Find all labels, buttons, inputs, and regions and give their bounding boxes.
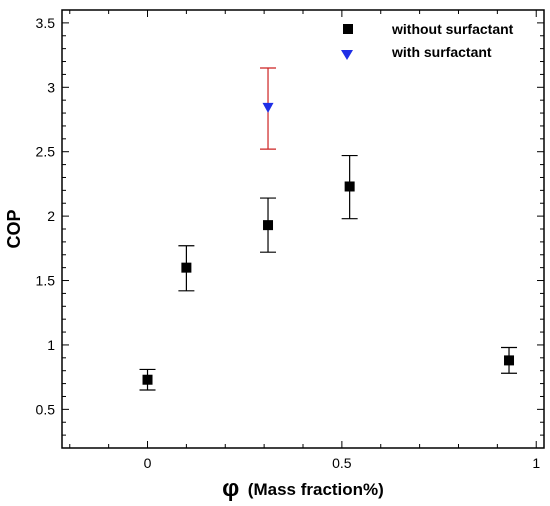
x-tick-label: 0.5 (332, 455, 352, 471)
y-tick-label: 1 (47, 337, 55, 353)
y-tick-label: 1.5 (36, 273, 56, 289)
x-axis-title-symbol: φ (222, 475, 239, 502)
y-tick-label: 2.5 (36, 144, 56, 160)
data-point-square (263, 220, 274, 231)
legend-square-marker (343, 24, 353, 34)
y-tick-label: 0.5 (36, 401, 56, 417)
data-point-square (142, 374, 153, 385)
error-bars (139, 67, 518, 391)
x-tick-label: 1 (532, 455, 540, 471)
x-axis-title: φ (Mass fraction%) (222, 475, 384, 502)
y-axis-title: COP (4, 209, 24, 248)
data-markers (142, 102, 515, 385)
data-point-square (181, 262, 192, 273)
data-point-square (344, 181, 355, 192)
axis-ticks (62, 9, 544, 448)
y-tick-labels: 0.5 1 1.5 2 2.5 3 3.5 (36, 15, 56, 417)
x-tick-label: 0 (144, 455, 152, 471)
data-point-triangle (262, 102, 274, 113)
legend-triangle-marker (341, 50, 353, 60)
y-tick-label: 3 (47, 79, 55, 95)
legend-label-with-surfactant: with surfactant (391, 44, 492, 60)
legend: without surfactant with surfactant (341, 21, 514, 60)
y-tick-label: 3.5 (36, 15, 56, 31)
y-tick-label: 2 (47, 208, 55, 224)
legend-label-without-surfactant: without surfactant (391, 21, 514, 37)
x-axis-title-text: (Mass fraction%) (248, 480, 384, 499)
x-tick-labels: 0 0.5 1 (144, 455, 541, 471)
data-point-square (504, 355, 515, 366)
plot-frame (61, 9, 545, 449)
